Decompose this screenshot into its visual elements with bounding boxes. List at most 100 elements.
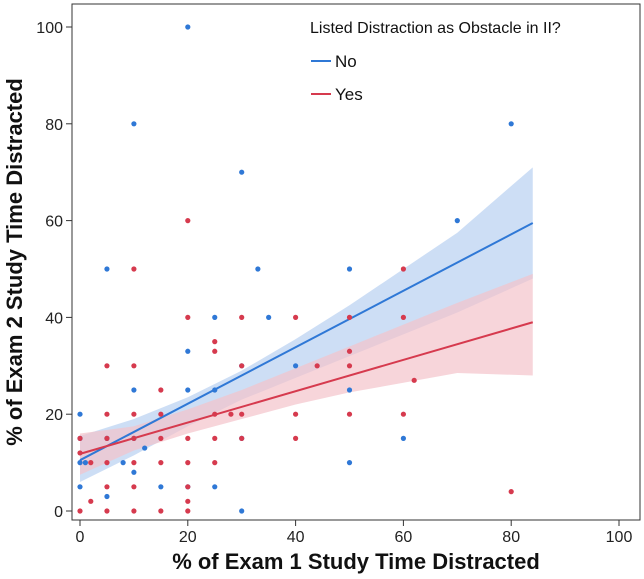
point-yes-0 [131, 266, 137, 272]
point-yes-27 [131, 435, 137, 441]
point-yes-30 [212, 435, 218, 441]
point-no-20 [400, 435, 406, 441]
point-yes-47 [77, 508, 83, 514]
point-no-29 [158, 484, 164, 490]
x-tick-label-0: 0 [76, 529, 85, 546]
point-yes-3 [185, 314, 191, 320]
point-yes-24 [293, 411, 299, 417]
point-yes-36 [104, 460, 110, 466]
x-axis-title: % of Exam 1 Study Time Distracted [172, 549, 540, 574]
point-no-7 [346, 266, 353, 272]
point-no-32 [77, 484, 83, 490]
confidence-bands [80, 167, 533, 482]
point-yes-42 [104, 484, 110, 490]
point-yes-45 [88, 498, 94, 504]
legend: Listed Distraction as Obstacle in II? No… [310, 20, 561, 104]
point-yes-9 [212, 348, 218, 354]
point-yes-17 [158, 387, 164, 393]
point-yes-18 [104, 411, 110, 417]
point-yes-38 [158, 460, 164, 466]
confidence-band-no [80, 167, 533, 482]
point-no-11 [77, 411, 83, 417]
point-yes-19 [131, 411, 137, 417]
point-yes-5 [293, 314, 299, 320]
point-yes-2 [185, 218, 191, 224]
point-no-16 [293, 363, 299, 369]
point-no-17 [346, 387, 353, 393]
point-yes-15 [346, 363, 353, 369]
point-yes-37 [131, 460, 137, 466]
point-no-4 [454, 218, 460, 224]
point-no-3 [239, 169, 245, 175]
point-yes-7 [400, 314, 406, 320]
point-no-10 [185, 348, 191, 354]
y-tick-label-0: 0 [54, 504, 63, 521]
x-tick-label-4: 80 [502, 529, 520, 546]
point-no-9 [266, 314, 272, 320]
point-yes-51 [185, 508, 191, 514]
point-yes-26 [400, 411, 406, 417]
legend-title: Listed Distraction as Obstacle in II? [310, 20, 561, 37]
point-yes-4 [239, 314, 245, 320]
point-no-26 [120, 460, 126, 466]
point-yes-11 [104, 363, 110, 369]
fit-lines [79, 222, 534, 462]
point-yes-6 [346, 314, 353, 320]
point-no-13 [185, 387, 191, 393]
point-no-0 [185, 24, 191, 30]
point-yes-10 [346, 348, 353, 354]
y-tick-label-1: 20 [45, 407, 63, 424]
point-yes-1 [400, 266, 406, 272]
point-yes-49 [131, 508, 137, 514]
y-tick-label-4: 80 [45, 117, 63, 134]
point-yes-14 [314, 363, 320, 369]
point-yes-43 [131, 484, 137, 490]
point-yes-23 [239, 411, 245, 417]
point-yes-20 [158, 411, 164, 417]
point-no-27 [131, 469, 137, 475]
y-tick-label-5: 100 [36, 20, 63, 37]
point-yes-34 [104, 435, 110, 441]
point-yes-50 [158, 508, 164, 514]
point-yes-41 [88, 460, 94, 466]
point-yes-44 [185, 484, 191, 490]
point-yes-28 [158, 435, 164, 441]
point-yes-8 [212, 339, 218, 345]
point-yes-31 [239, 435, 245, 441]
point-no-34 [239, 508, 245, 514]
point-yes-12 [131, 363, 137, 369]
confidence-band-yes [80, 273, 533, 475]
x-tick-label-1: 20 [179, 529, 197, 546]
point-yes-22 [228, 411, 234, 417]
point-no-31 [212, 484, 218, 490]
point-yes-39 [185, 460, 191, 466]
point-no-14 [212, 387, 218, 393]
x-tick-label-3: 60 [395, 529, 413, 546]
point-no-25 [82, 460, 88, 466]
point-yes-52 [508, 489, 514, 495]
fit-line-yes [79, 321, 534, 455]
y-tick-label-2: 40 [45, 310, 63, 327]
point-no-28 [346, 460, 353, 466]
point-no-24 [77, 460, 83, 466]
point-yes-32 [293, 435, 299, 441]
x-tick-label-2: 40 [287, 529, 305, 546]
axis-ticks: 0 20 40 60 80 100 0 20 40 60 80 100 [36, 20, 632, 546]
point-yes-46 [185, 498, 191, 504]
point-yes-40 [212, 460, 218, 466]
y-axis-title: % of Exam 2 Study Time Distracted [2, 78, 27, 446]
point-no-21 [142, 445, 148, 451]
plot-frame [71, 3, 641, 521]
point-no-6 [255, 266, 261, 272]
point-yes-13 [239, 363, 245, 369]
data-points [77, 24, 514, 514]
legend-label-no: No [335, 52, 357, 71]
point-no-12 [131, 387, 137, 393]
point-yes-35 [77, 450, 83, 456]
point-no-2 [508, 121, 514, 127]
point-yes-48 [104, 508, 110, 514]
y-tick-label-3: 60 [45, 214, 63, 231]
point-no-8 [212, 314, 218, 320]
x-tick-label-5: 100 [606, 529, 633, 546]
